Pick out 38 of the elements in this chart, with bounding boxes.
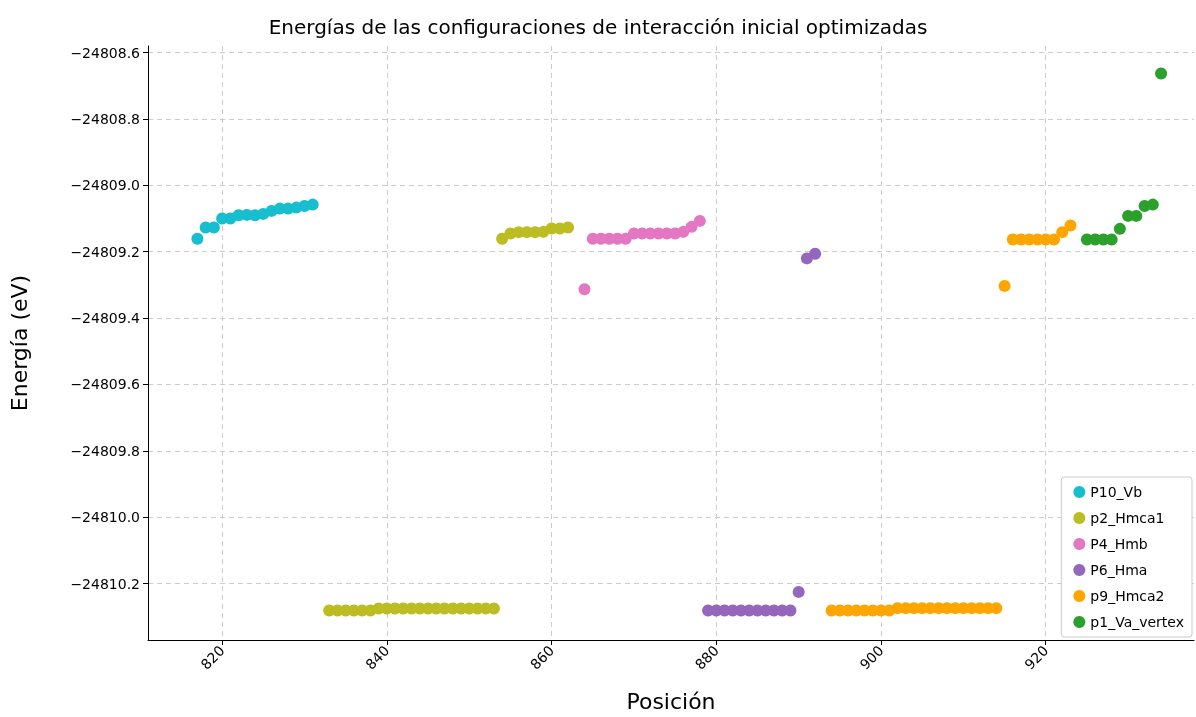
point [562, 221, 575, 234]
chart-title: Energías de las configuraciones de interacción inicial optimizadas [268, 15, 928, 39]
x-tick-label: 880 [691, 642, 722, 673]
point [998, 279, 1011, 292]
point [685, 220, 698, 233]
y-tick-label: −24810.0 [70, 509, 140, 526]
point [578, 283, 591, 296]
point [1056, 226, 1069, 239]
y-tick-label: −24810.2 [70, 575, 140, 592]
y-tick-label: −24809.8 [70, 442, 140, 459]
x-tick-label: 840 [362, 642, 393, 673]
y-tick-label: −24809.6 [70, 376, 141, 393]
legend-label: P4_Hmb [1090, 536, 1148, 552]
point [792, 585, 805, 598]
x-tick-label: 820 [197, 642, 228, 673]
point [1064, 219, 1077, 232]
point [1155, 67, 1168, 80]
legend-label: P10_Vb [1090, 484, 1143, 500]
y-tick-label: −24809.0 [70, 177, 140, 194]
legend-label: p9_Hmca2 [1090, 588, 1165, 604]
point [809, 247, 822, 260]
x-tick-label: 860 [527, 642, 558, 673]
x-axis-title: Posición [626, 688, 716, 714]
y-tick-label: −24809.2 [70, 243, 140, 260]
point [496, 232, 509, 245]
legend-label: P6_Hma [1090, 562, 1148, 578]
point [1113, 222, 1126, 235]
y-axis-title: Energía (eV) [6, 274, 32, 412]
y-tick-label: −24808.6 [70, 44, 141, 61]
legend-label: p1_Va_vertex [1090, 614, 1185, 630]
y-tick-label: −24809.4 [70, 310, 141, 327]
x-tick-label: 920 [1021, 642, 1052, 673]
point [191, 232, 204, 245]
point [693, 214, 706, 227]
y-tick-label: −24808.8 [70, 111, 140, 128]
point [677, 225, 690, 238]
x-tick-label: 900 [856, 642, 887, 673]
legend-label: p2_Hmca1 [1090, 510, 1165, 526]
